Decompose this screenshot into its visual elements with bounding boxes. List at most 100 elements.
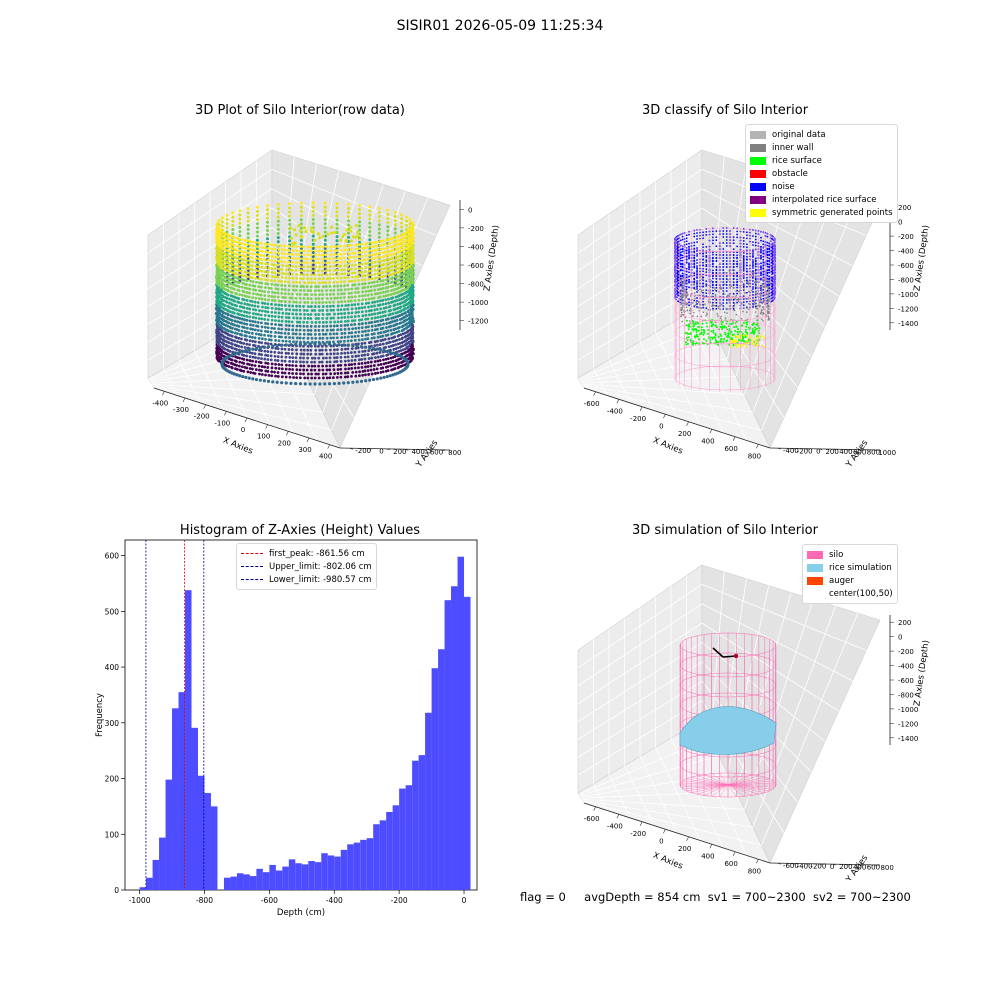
histogram-bar [425, 712, 432, 890]
p2-z-tick: -200 [898, 233, 914, 241]
legend-swatch [807, 576, 823, 585]
legend-label: Upper_limit: -802.06 cm [269, 561, 372, 572]
p2-legend-entry: inner wall [750, 141, 893, 154]
p1-z-tick: -600 [468, 262, 484, 270]
histogram-y-label: Frequency [95, 693, 105, 737]
p1-z-tick: -1000 [468, 299, 488, 307]
histogram-bar [379, 820, 387, 890]
p2-x-tick: -600 [584, 400, 600, 408]
histogram-bar [204, 793, 211, 890]
p2-legend-entry: rice surface [750, 154, 893, 167]
p1-y-tick: 600 [430, 449, 443, 457]
p1-data-points [214, 201, 415, 386]
p2-z-tick: -800 [898, 276, 914, 284]
legend-line-swatch [241, 566, 263, 567]
histogram-legend-entry: Upper_limit: -802.06 cm [241, 560, 372, 573]
p1-y-tick: 200 [393, 448, 406, 456]
p4-z-label: Z Axies (Depth) [912, 640, 930, 707]
histogram-y-tick: 100 [105, 830, 120, 839]
p2-legend-entry: interpolated rice surface [750, 193, 893, 206]
p1-x-tick: -200 [194, 413, 210, 421]
histogram-bar [412, 760, 419, 890]
p2-x-tick: 800 [748, 452, 761, 460]
p2-legend-entry: symmetric generated points [750, 206, 893, 219]
histogram-y-tick: 300 [105, 719, 120, 728]
histogram-bar [165, 779, 173, 890]
histogram-bar [353, 842, 361, 890]
rice-simulation-surface [679, 706, 777, 755]
p4-x-tick: -200 [630, 830, 646, 838]
center-point [733, 653, 739, 659]
histogram-bar [146, 877, 153, 890]
p1-x-tick: 200 [278, 439, 291, 447]
legend-label: interpolated rice surface [772, 194, 877, 205]
histogram-bar [457, 556, 465, 890]
legend-label: original data [772, 129, 826, 140]
p2-x-tick: 400 [701, 437, 714, 445]
p2-z-tick: -1000 [898, 291, 918, 299]
legend-swatch [807, 590, 823, 598]
histogram-bar [366, 838, 374, 890]
p2-x-tick: 0 [659, 422, 663, 430]
histogram-y-tick: 200 [105, 775, 120, 784]
p2-legend-entry: noise [750, 180, 893, 193]
p2-z-label: Z Axies (Depth) [912, 225, 930, 292]
p2-y-tick: 1000 [878, 449, 896, 457]
histogram-bar [210, 806, 218, 890]
p4-y-tick: 0 [830, 863, 834, 871]
p4-y-tick: -400 [797, 862, 813, 870]
histogram-bar [418, 755, 426, 890]
p4-y-tick: -200 [810, 863, 826, 871]
figure-title: SISIR01 2026-05-09 11:25:34 [396, 18, 604, 34]
sv1-text: sv1 = 700~2300 [707, 890, 806, 904]
p2-x-tick: -200 [630, 415, 646, 423]
p2-x-tick: 200 [678, 430, 691, 438]
histogram-bar [327, 855, 335, 890]
p1-x-tick: 0 [241, 426, 245, 434]
histogram-y-tick: 400 [105, 663, 120, 672]
p4-x-tick: 400 [701, 852, 714, 860]
histogram-bar [334, 856, 341, 890]
legend-swatch [750, 130, 766, 139]
histogram-chart: -1000 -800 -600 -400 -200 0 0 100 200 300 400 500 60… [95, 539, 478, 918]
p2-y-tick: 200 [825, 448, 838, 456]
p2-x-label: X Axies [651, 436, 684, 457]
p1-x-tick: -400 [152, 399, 168, 407]
p1-y-tick: -200 [355, 447, 371, 455]
p4-y-tick: 200 [839, 863, 852, 871]
p4-z-tick: 200 [898, 619, 911, 627]
histogram-bar [275, 870, 283, 890]
p1-x-label: X Axies [221, 436, 254, 457]
histogram-bar [392, 805, 400, 890]
histogram-bar [464, 596, 471, 890]
legend-label: inner wall [772, 142, 814, 153]
histogram-bar [256, 868, 263, 890]
p2-y-tick: -200 [797, 447, 813, 455]
p2-z-tick: -1200 [898, 305, 918, 313]
p1-x-tick: 300 [298, 446, 311, 454]
histogram-bar [282, 866, 289, 890]
p4-x-tick: 600 [724, 860, 737, 868]
panel1-title: 3D Plot of Silo Interior(row data) [195, 103, 405, 118]
p4-y-tick: 400 [853, 863, 866, 871]
histogram-x-tick: 0 [462, 896, 467, 905]
histogram-bar [373, 824, 380, 890]
avg-depth-text: avgDepth = 854 cm [584, 890, 701, 904]
legend-swatch [807, 563, 823, 572]
histogram-bar [172, 708, 179, 890]
p1-x-tick: -100 [214, 419, 230, 427]
p2-y-tick: -400 [783, 447, 799, 455]
legend-label: symmetric generated points [772, 207, 893, 218]
histogram-bar [249, 876, 257, 890]
p4-y-tick: 800 [880, 864, 893, 872]
histogram-bar [295, 863, 302, 890]
p4-x-tick: -600 [584, 815, 600, 823]
p4-y-tick: -600 [783, 862, 799, 870]
panel2-title: 3D classify of Silo Interior [641, 103, 809, 118]
p1-x-tick: 100 [257, 433, 270, 441]
legend-label: silo [829, 549, 844, 560]
p4-z-tick: -600 [898, 677, 914, 685]
